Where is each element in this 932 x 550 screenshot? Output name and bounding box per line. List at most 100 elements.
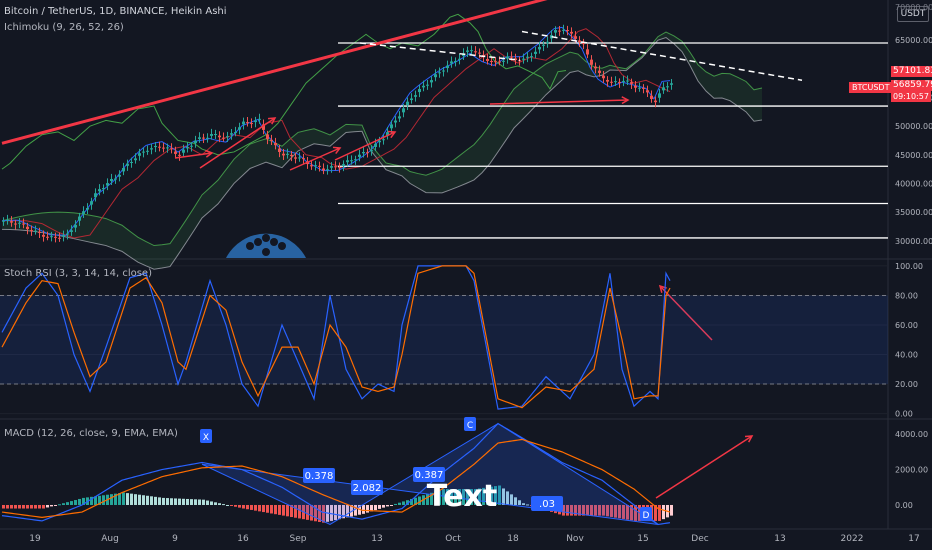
macd-histogram-bar bbox=[118, 493, 121, 505]
macd-histogram-bar bbox=[586, 504, 589, 516]
candle-body bbox=[526, 56, 529, 58]
candle-body bbox=[86, 207, 89, 210]
candle-body bbox=[650, 95, 653, 99]
resistance-trendline bbox=[1, 0, 548, 145]
macd-histogram-bar bbox=[566, 504, 569, 516]
candle-body bbox=[286, 153, 289, 155]
macd-histogram-bar bbox=[662, 504, 665, 520]
candle-body bbox=[158, 146, 161, 148]
candle-body bbox=[574, 36, 577, 39]
macd-tick-label: 0.00 bbox=[895, 501, 913, 510]
macd-histogram-bar bbox=[138, 494, 141, 505]
macd-histogram-bar bbox=[590, 504, 593, 516]
candle-body bbox=[578, 40, 581, 42]
macd-histogram-bar bbox=[626, 504, 629, 520]
candle-body bbox=[66, 233, 69, 235]
candle-body bbox=[282, 153, 285, 156]
candle-body bbox=[202, 137, 205, 139]
candle-body bbox=[530, 56, 533, 58]
candle-body bbox=[250, 123, 253, 125]
macd-histogram-bar bbox=[442, 489, 445, 505]
stoch-tick-label: 20.00 bbox=[895, 380, 918, 389]
candle-body bbox=[442, 70, 445, 72]
currency-button[interactable]: USDT bbox=[897, 6, 929, 22]
macd-histogram-bar bbox=[282, 504, 285, 516]
macd-histogram-bar bbox=[670, 504, 673, 516]
candle-body bbox=[374, 143, 377, 147]
ratio-badge-label: 0.387 bbox=[415, 470, 444, 481]
wave-point-label: D bbox=[643, 511, 650, 521]
macd-histogram-bar bbox=[142, 495, 145, 505]
candle-body bbox=[146, 150, 149, 152]
macd-line bbox=[1, 422, 671, 526]
macd-histogram-bar bbox=[110, 494, 113, 505]
stoch-rsi-legend[interactable]: Stoch RSI (3, 3, 14, 14, close) bbox=[4, 268, 152, 279]
macd-histogram-bar bbox=[474, 489, 477, 505]
ratio-badge bbox=[351, 480, 383, 495]
stoch-tick-label: 100.00 bbox=[895, 262, 923, 271]
macd-legend[interactable]: MACD (12, 26, close, 9, EMA, EMA) bbox=[4, 428, 178, 439]
macd-histogram-bar bbox=[298, 504, 301, 519]
last-price-tag: 56859.79 bbox=[891, 80, 932, 91]
macd-histogram-bar bbox=[162, 497, 165, 505]
macd-histogram-bar bbox=[210, 501, 213, 505]
candle-body bbox=[430, 80, 433, 83]
macd-histogram-bar bbox=[214, 502, 217, 505]
price-tick-label: 65000.00 bbox=[895, 36, 932, 45]
annotation-arrow-head bbox=[744, 435, 754, 443]
candle-body bbox=[646, 90, 649, 93]
candle-body bbox=[450, 61, 453, 64]
candle-body bbox=[82, 211, 85, 214]
candle-body bbox=[314, 165, 317, 167]
macd-histogram-bar bbox=[270, 504, 273, 514]
macd-histogram-bar bbox=[406, 500, 409, 505]
candle-body bbox=[78, 216, 81, 221]
candle-body bbox=[166, 147, 169, 149]
candle-body bbox=[58, 237, 61, 239]
symbol-legend[interactable]: Bitcoin / TetherUS, 1D, BINANCE, Heikin … bbox=[4, 6, 227, 17]
candle-body bbox=[402, 108, 405, 113]
candle-body bbox=[626, 80, 629, 82]
time-tick-label: Dec bbox=[691, 534, 708, 544]
candle-body bbox=[98, 189, 101, 192]
candle-body bbox=[218, 135, 221, 138]
macd-histogram-bar bbox=[622, 504, 625, 519]
macd-histogram-bar bbox=[238, 504, 241, 508]
macd-histogram-bar bbox=[42, 504, 45, 509]
candle-body bbox=[70, 230, 73, 232]
macd-histogram-bar bbox=[322, 504, 325, 523]
candle-body bbox=[266, 134, 269, 139]
macd-histogram-bar bbox=[478, 488, 481, 505]
macd-histogram-bar bbox=[230, 504, 233, 506]
candle-body bbox=[422, 85, 425, 88]
candle-body bbox=[134, 158, 137, 161]
candle-body bbox=[590, 59, 593, 65]
candle-body bbox=[50, 236, 53, 238]
candle-body bbox=[274, 142, 277, 146]
text-watermark: Text bbox=[427, 479, 498, 514]
candle-body bbox=[238, 127, 241, 130]
macd-histogram-bar bbox=[514, 497, 517, 505]
ichimoku-legend[interactable]: Ichimoku (9, 26, 52, 26) bbox=[4, 22, 124, 33]
macd-histogram-bar bbox=[598, 504, 601, 516]
annotation-arrow bbox=[289, 147, 341, 171]
candle-body bbox=[18, 222, 21, 224]
candle-body bbox=[122, 167, 125, 172]
macd-histogram-bar bbox=[18, 504, 21, 509]
candle-body bbox=[38, 231, 41, 233]
candle-body bbox=[398, 116, 401, 119]
candle-body bbox=[330, 166, 333, 168]
macd-histogram-bar bbox=[174, 498, 177, 505]
macd-histogram-bar bbox=[150, 496, 153, 505]
candle-body bbox=[550, 35, 553, 39]
wave-point-badge bbox=[464, 417, 476, 431]
macd-histogram-bar bbox=[330, 504, 333, 521]
macd-histogram-bar bbox=[78, 498, 81, 505]
macd-histogram-bar bbox=[350, 504, 353, 517]
price-tick-label: 50000.00 bbox=[895, 122, 932, 131]
macd-histogram-bar bbox=[486, 487, 489, 505]
macd-histogram-bar bbox=[466, 489, 469, 505]
watermark-logo-dot bbox=[270, 238, 278, 246]
macd-histogram-bar bbox=[90, 496, 93, 505]
